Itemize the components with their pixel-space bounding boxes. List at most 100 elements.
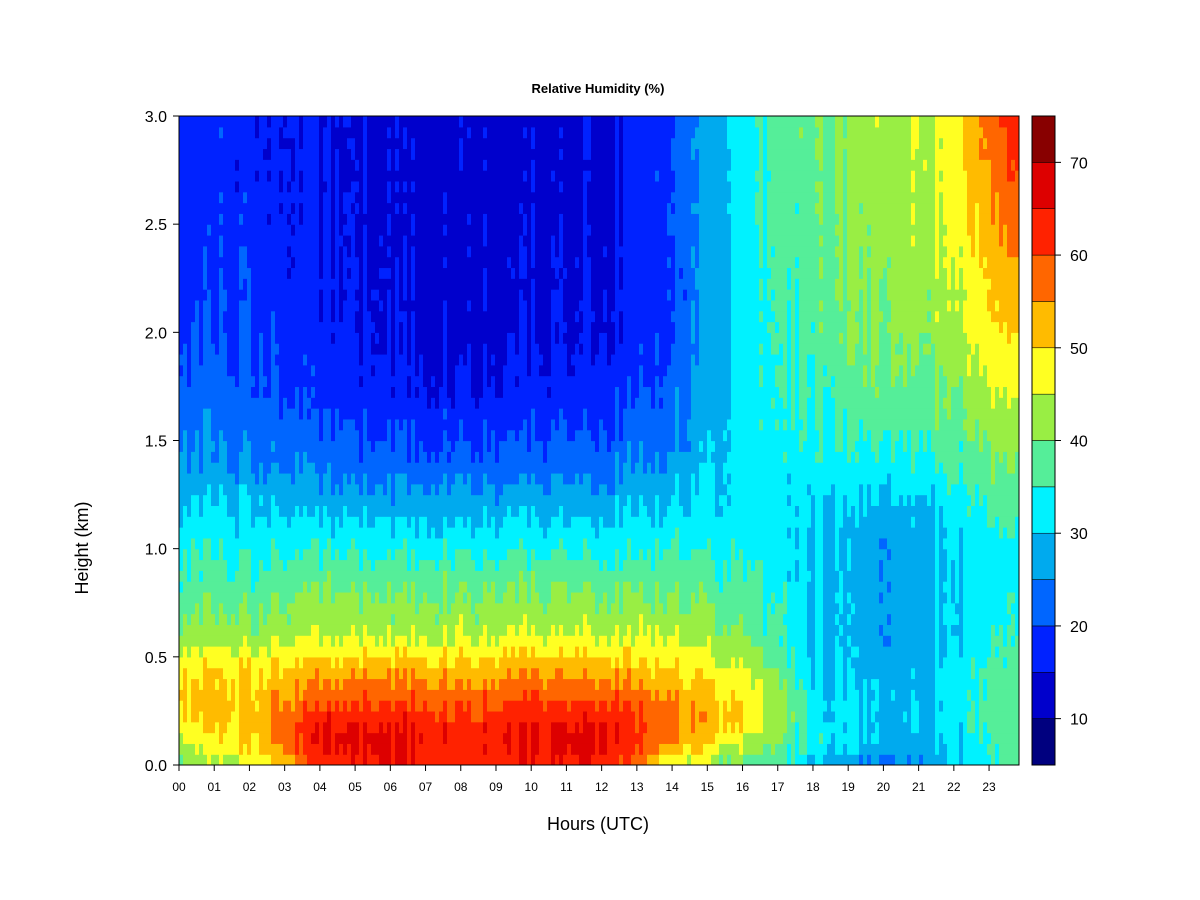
heatmap-cell xyxy=(351,245,356,258)
heatmap-cell xyxy=(207,483,212,496)
heatmap-cell xyxy=(251,386,256,398)
heatmap-cell xyxy=(191,180,196,193)
heatmap-cell xyxy=(483,126,488,139)
heatmap-cell xyxy=(415,440,420,452)
heatmap-cell xyxy=(367,148,372,160)
heatmap-cell xyxy=(191,224,196,236)
heatmap-cell xyxy=(463,299,468,312)
heatmap-cell xyxy=(499,624,504,636)
heatmap-cell xyxy=(371,462,376,474)
heatmap-cell xyxy=(487,559,492,571)
heatmap-cell xyxy=(271,191,276,204)
heatmap-cell xyxy=(415,289,420,301)
heatmap-cell xyxy=(235,321,240,333)
heatmap-cell xyxy=(223,505,228,517)
heatmap-cell xyxy=(183,700,188,712)
heatmap-cell xyxy=(435,332,440,344)
heatmap-cell xyxy=(275,321,280,333)
heatmap-cell xyxy=(295,267,300,279)
heatmap-cell xyxy=(363,267,368,279)
heatmap-cell xyxy=(183,418,188,431)
heatmap-cell xyxy=(491,343,496,355)
heatmap-cell xyxy=(507,159,512,171)
heatmap-cell xyxy=(295,353,300,366)
heatmap-cell xyxy=(211,613,216,625)
heatmap-cell xyxy=(243,516,248,528)
heatmap-cell xyxy=(195,267,200,279)
heatmap-cell xyxy=(395,505,400,517)
heatmap-cell xyxy=(319,332,324,344)
heatmap-cell xyxy=(179,299,184,312)
heatmap-cell xyxy=(431,613,436,625)
heatmap-cell xyxy=(291,462,296,474)
heatmap-cell xyxy=(507,440,512,452)
heatmap-cell xyxy=(331,440,336,452)
heatmap-cell xyxy=(331,332,336,344)
heatmap-cell xyxy=(451,559,456,571)
heatmap-cell xyxy=(475,613,480,625)
heatmap-cell xyxy=(375,462,380,474)
heatmap-cell xyxy=(407,213,412,225)
heatmap-cell xyxy=(379,191,384,204)
heatmap-cell xyxy=(215,429,220,442)
heatmap-cell xyxy=(379,667,384,680)
heatmap-cell xyxy=(263,613,268,625)
heatmap-cell xyxy=(295,527,300,539)
heatmap-cell xyxy=(391,245,396,258)
heatmap-cell xyxy=(331,299,336,312)
heatmap-cell xyxy=(419,343,424,355)
heatmap-cell xyxy=(207,591,212,604)
heatmap-cell xyxy=(391,451,396,463)
heatmap-cell xyxy=(223,743,228,755)
heatmap-cell xyxy=(251,343,256,355)
heatmap-cell xyxy=(215,667,220,680)
heatmap-cell xyxy=(211,180,216,193)
heatmap-cell xyxy=(347,116,352,128)
heatmap-cell xyxy=(439,472,444,485)
heatmap-cell xyxy=(307,234,312,247)
heatmap-cell xyxy=(319,527,324,539)
heatmap-cell xyxy=(419,754,424,765)
heatmap-cell xyxy=(195,667,200,680)
heatmap-cell xyxy=(447,689,452,701)
heatmap-cell xyxy=(491,537,496,550)
heatmap-cell xyxy=(247,310,252,323)
heatmap-cell xyxy=(307,494,312,506)
heatmap-cell xyxy=(179,700,184,712)
heatmap-cell xyxy=(191,234,196,247)
heatmap-cell xyxy=(467,602,472,615)
heatmap-cell xyxy=(219,635,224,647)
heatmap-cell xyxy=(355,364,360,377)
heatmap-cell xyxy=(347,602,352,615)
heatmap-cell xyxy=(203,299,208,312)
heatmap-cell xyxy=(443,224,448,236)
heatmap-cell xyxy=(359,332,364,344)
heatmap-cell xyxy=(399,267,404,279)
heatmap-cell xyxy=(423,635,428,647)
heatmap-cell xyxy=(471,689,476,701)
heatmap-cell xyxy=(479,353,484,366)
heatmap-cell xyxy=(363,700,368,712)
heatmap-cell xyxy=(471,397,476,409)
heatmap-cell xyxy=(339,537,344,550)
heatmap-cell xyxy=(259,472,264,485)
heatmap-cell xyxy=(423,483,428,496)
heatmap-cell xyxy=(279,710,284,723)
heatmap-cell xyxy=(179,126,184,139)
heatmap-cell xyxy=(267,429,272,442)
heatmap-cell xyxy=(439,170,444,182)
heatmap-cell xyxy=(399,202,404,214)
heatmap-cell xyxy=(395,754,400,765)
heatmap-cell xyxy=(379,418,384,431)
heatmap-cell xyxy=(291,126,296,139)
heatmap-cell xyxy=(427,516,432,528)
heatmap-cell xyxy=(491,754,496,765)
heatmap-cell xyxy=(231,148,236,160)
heatmap-cell xyxy=(367,743,372,755)
heatmap-cell xyxy=(235,505,240,517)
heatmap-cell xyxy=(207,472,212,485)
heatmap-cell xyxy=(483,343,488,355)
heatmap-cell xyxy=(191,343,196,355)
heatmap-cell xyxy=(327,343,332,355)
heatmap-cell xyxy=(327,191,332,204)
